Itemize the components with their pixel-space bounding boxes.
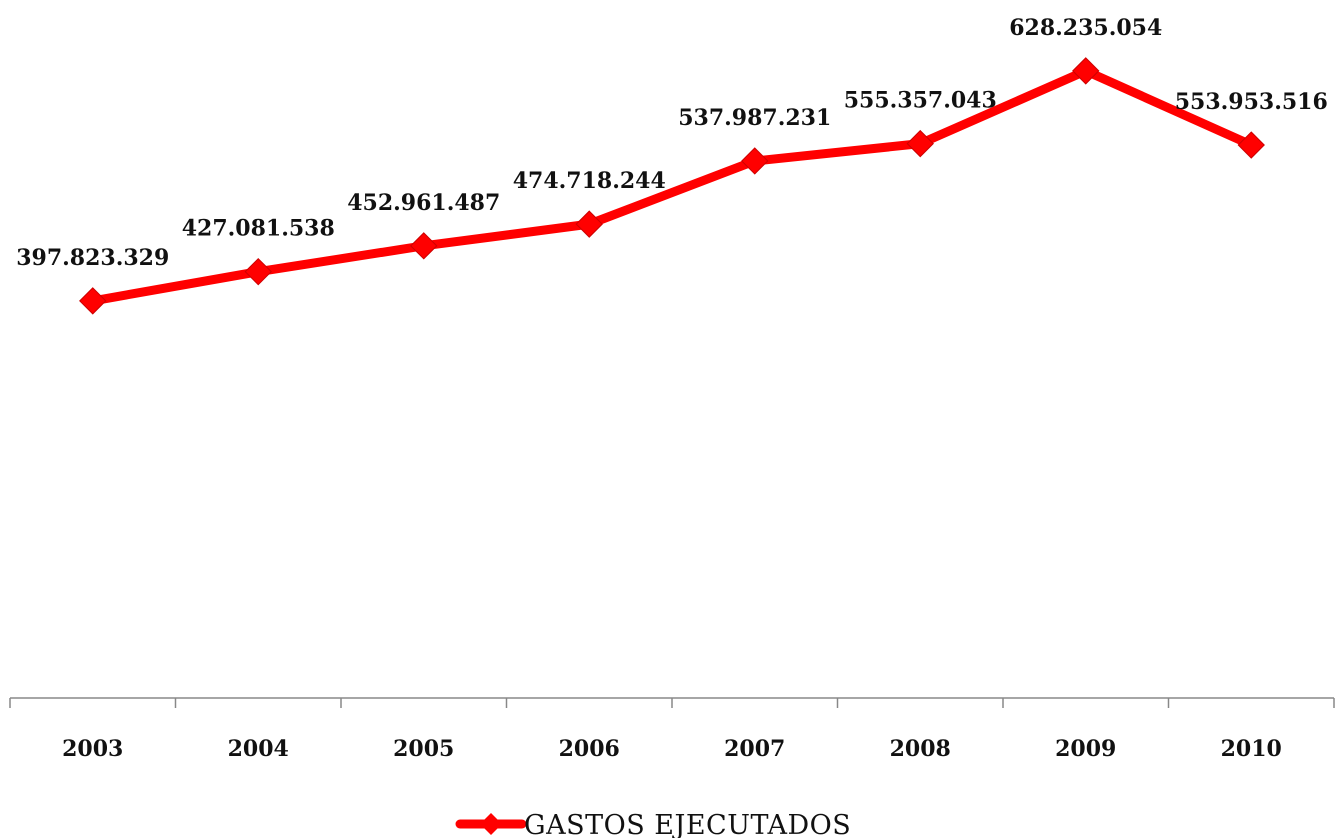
data-label: 427.081.538 — [182, 216, 335, 242]
x-tick-label: 2006 — [559, 736, 620, 762]
data-point-marker — [244, 257, 272, 286]
data-point-marker — [906, 129, 934, 158]
data-point-marker — [575, 210, 603, 238]
data-label: 452.961.487 — [347, 190, 500, 216]
data-label: 537.987.231 — [678, 105, 831, 131]
data-point-marker — [410, 232, 438, 260]
data-point-marker — [79, 287, 107, 315]
x-tick-label: 2008 — [890, 736, 951, 762]
data-point-marker — [741, 147, 769, 175]
series-line — [88, 66, 1256, 306]
data-label: 628.235.054 — [1009, 15, 1162, 41]
data-point-marker — [1072, 57, 1100, 85]
x-tick-labels: 2003 2004 2005 2006 2007 2008 2009 2010 — [62, 736, 1282, 762]
legend-label: GASTOS EJECUTADOS — [524, 810, 851, 838]
data-labels: 397.823.329 427.081.538 452.961.487 474.718… — [16, 15, 1328, 271]
data-label: 397.823.329 — [16, 245, 169, 271]
x-tick-label: 2010 — [1221, 736, 1282, 762]
data-point-marker — [1237, 131, 1265, 159]
x-tick-label: 2005 — [393, 736, 454, 762]
x-tick-label: 2004 — [228, 736, 289, 762]
x-tick-label: 2003 — [62, 736, 123, 762]
legend: GASTOS EJECUTADOS — [455, 810, 851, 838]
x-tick-label: 2009 — [1055, 736, 1116, 762]
x-tick-label: 2007 — [724, 736, 785, 762]
legend-marker-swatch — [480, 813, 502, 835]
data-label: 553.953.516 — [1175, 89, 1328, 115]
data-label: 474.718.244 — [513, 168, 666, 194]
series-gastos-ejecutados — [79, 57, 1265, 315]
data-label: 555.357.043 — [844, 88, 997, 114]
x-axis — [9, 697, 1335, 708]
